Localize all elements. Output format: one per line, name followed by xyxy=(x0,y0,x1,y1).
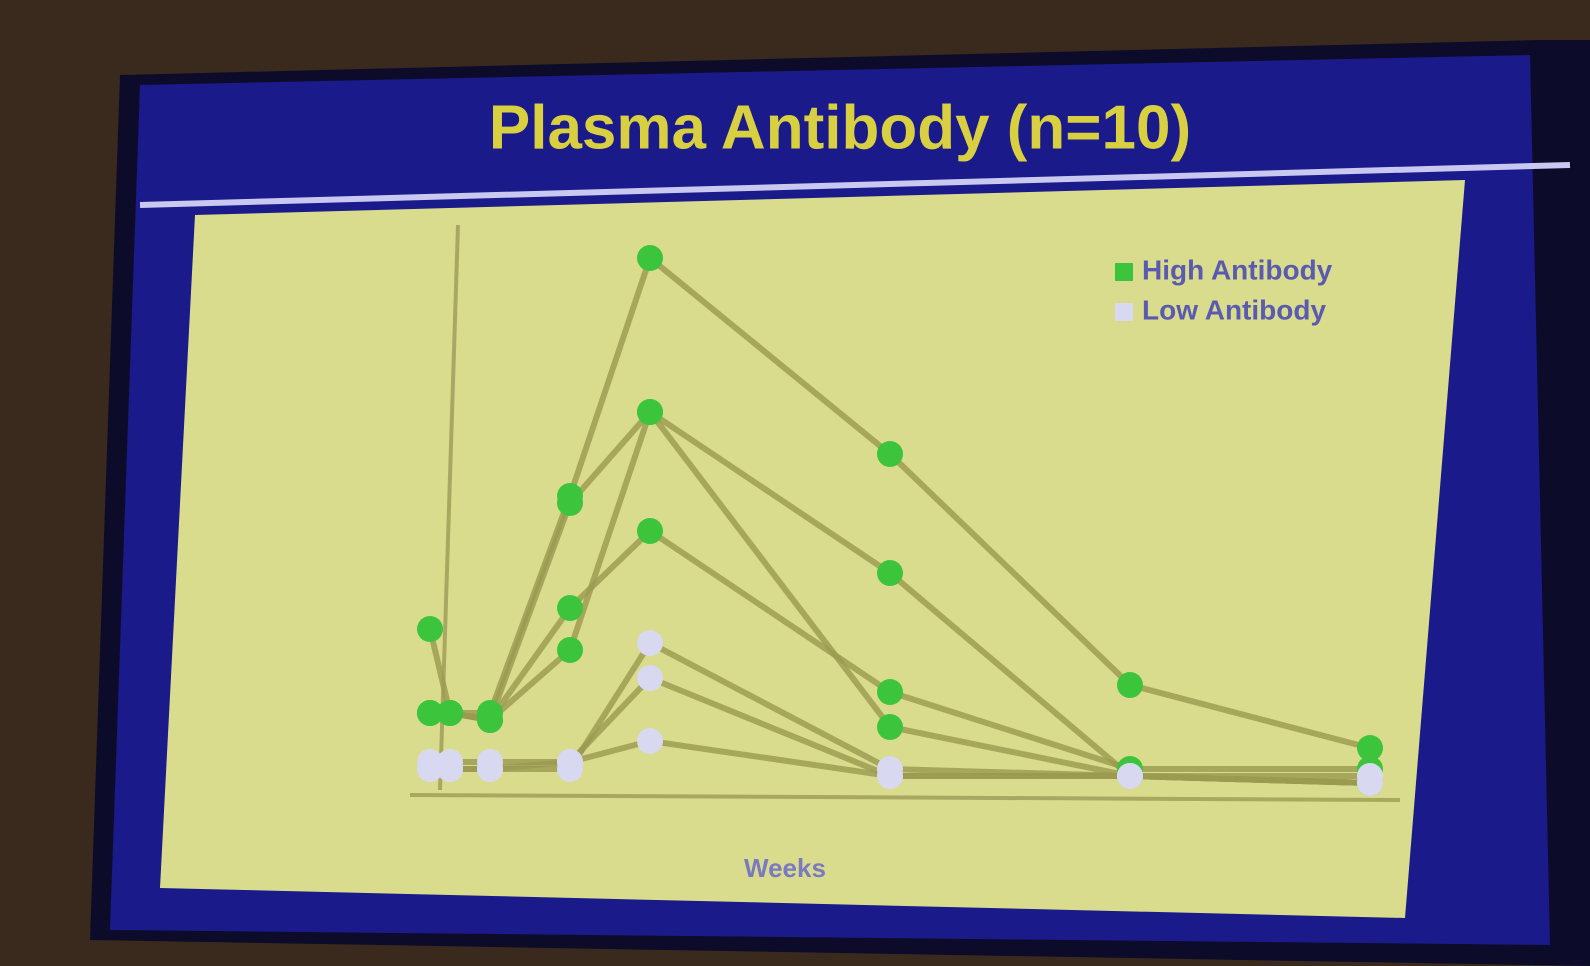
data-point xyxy=(1357,770,1383,796)
data-point xyxy=(877,441,903,467)
legend-label: Low Antibody xyxy=(1142,294,1326,325)
legend-label: High Antibody xyxy=(1142,254,1333,285)
data-point xyxy=(557,637,583,663)
data-point xyxy=(477,707,503,733)
data-point xyxy=(637,728,663,754)
page: Plasma Antibody (n=10) Weeks High Antibo… xyxy=(0,0,1590,966)
data-point xyxy=(637,399,663,425)
data-point xyxy=(877,763,903,789)
chart-title: Plasma Antibody (n=10) xyxy=(489,93,1191,162)
data-point xyxy=(877,714,903,740)
data-point xyxy=(557,749,583,775)
data-point xyxy=(637,518,663,544)
data-point xyxy=(477,756,503,782)
data-point xyxy=(877,560,903,586)
legend-swatch xyxy=(1115,303,1133,321)
legend-swatch xyxy=(1115,263,1133,281)
data-point xyxy=(557,595,583,621)
chart: Plasma Antibody (n=10) Weeks High Antibo… xyxy=(0,0,1590,966)
data-point xyxy=(437,700,463,726)
data-point xyxy=(557,490,583,516)
data-point xyxy=(437,756,463,782)
data-point xyxy=(1117,763,1143,789)
data-point xyxy=(637,630,663,656)
x-axis-label: Weeks xyxy=(744,853,826,883)
plot-background xyxy=(160,180,1465,918)
data-point xyxy=(877,679,903,705)
data-point xyxy=(637,245,663,271)
data-point xyxy=(1117,672,1143,698)
data-point xyxy=(417,616,443,642)
data-point xyxy=(637,665,663,691)
